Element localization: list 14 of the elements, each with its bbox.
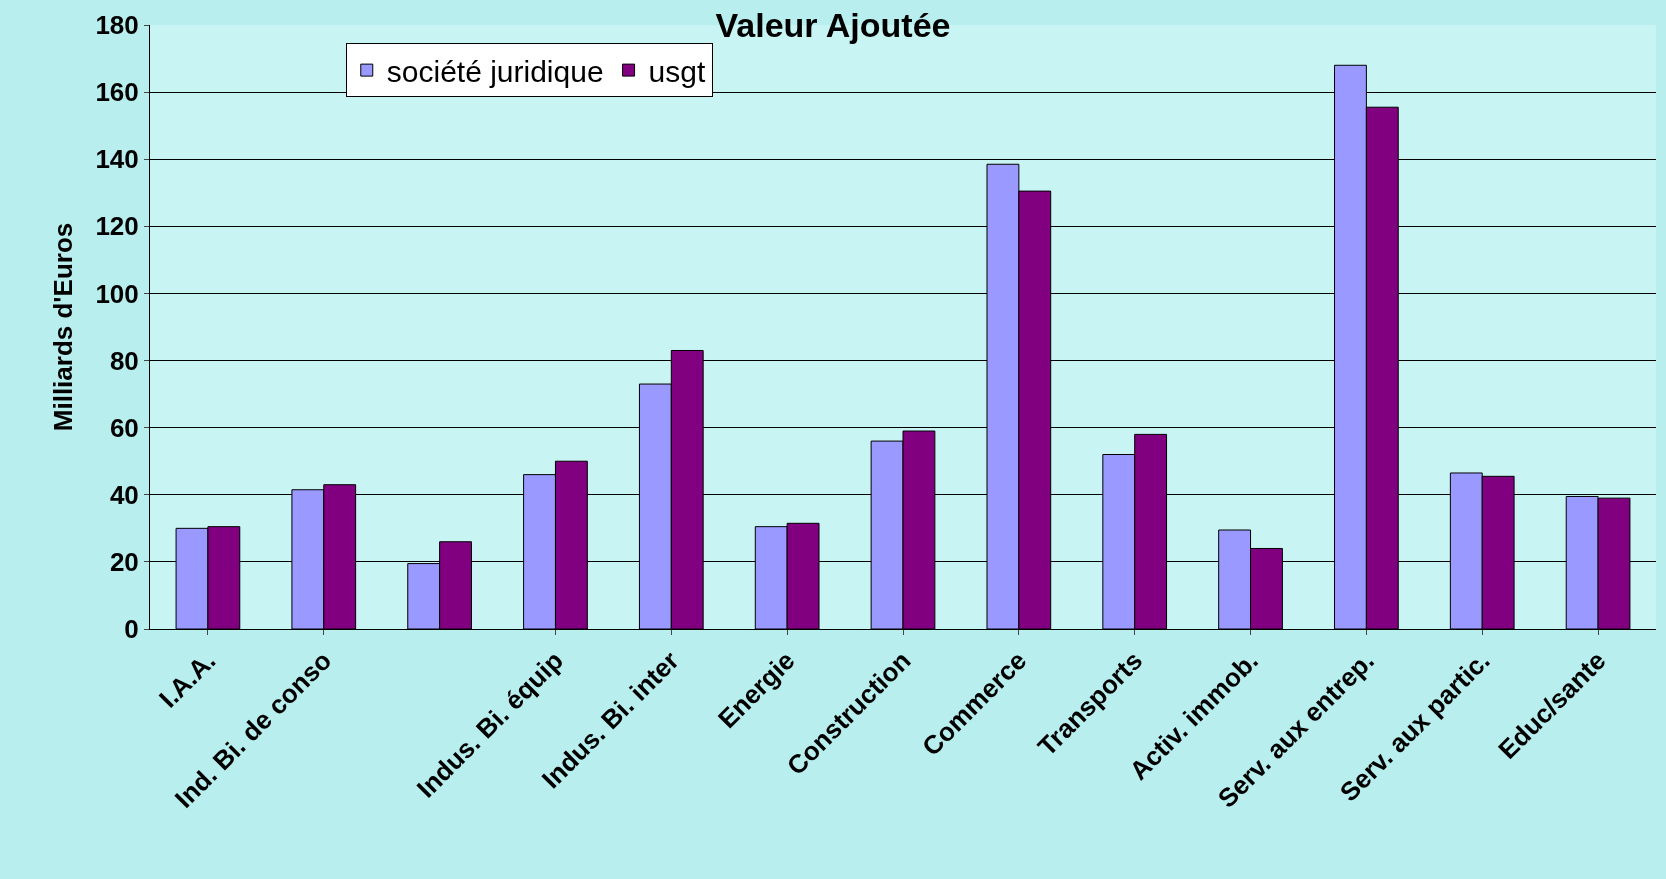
y-axis-title: Milliards d'Euros bbox=[47, 222, 78, 432]
y-tick-label: 40 bbox=[109, 479, 139, 510]
y-tick-label: 140 bbox=[95, 144, 139, 175]
y-tick-label: 120 bbox=[95, 211, 139, 242]
y-tick-label: 180 bbox=[95, 10, 139, 41]
legend-label: usgt bbox=[648, 54, 706, 88]
y-tick-label: 60 bbox=[109, 412, 139, 443]
y-tick-label: 160 bbox=[95, 77, 139, 108]
y-tick-label: 80 bbox=[109, 345, 139, 376]
y-tick-label: 0 bbox=[124, 614, 139, 645]
y-tick-label: 100 bbox=[95, 278, 139, 309]
y-tick-label: 20 bbox=[109, 546, 139, 577]
chart-title: Valeur Ajoutée bbox=[715, 5, 951, 44]
legend-label: société juridique bbox=[386, 54, 604, 88]
